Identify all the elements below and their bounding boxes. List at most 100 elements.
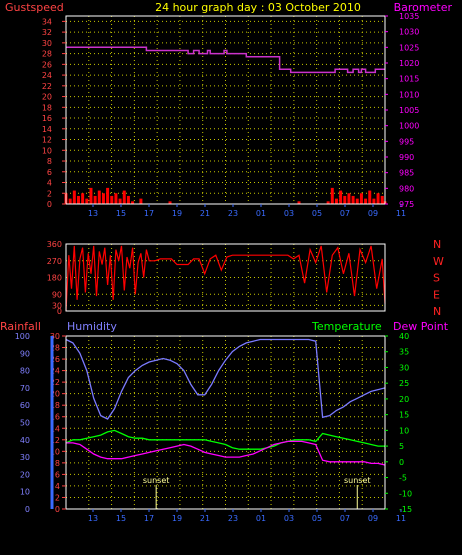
direction-axis-label: 270 xyxy=(47,257,62,266)
barometer-title: Barometer xyxy=(394,1,453,14)
time-label: 01 xyxy=(256,514,266,523)
baro-axis-label: 1030 xyxy=(399,28,419,37)
time-label: 05 xyxy=(312,209,322,218)
rain-axis-label: 10 xyxy=(50,447,60,456)
baro-axis-label: 1025 xyxy=(399,43,419,52)
baro-axis-label: 975 xyxy=(399,200,414,209)
dew-point-line xyxy=(66,440,386,466)
time-label: 19 xyxy=(172,209,182,218)
temperature-line xyxy=(65,429,385,450)
gust-bar xyxy=(114,193,118,204)
gust-axis-label: 10 xyxy=(42,146,52,155)
humidity-axis-label: 60 xyxy=(20,401,30,410)
temp-axis-label: 15 xyxy=(399,411,409,420)
sunset-label: sunset xyxy=(344,476,371,485)
humidity-axis-label: 0 xyxy=(25,505,30,514)
humidity-line xyxy=(65,338,386,420)
rain-axis-label: 26 xyxy=(50,355,60,364)
temp-axis-label: 5 xyxy=(399,442,404,451)
time-label: 23 xyxy=(228,209,238,218)
temp-axis-label: 40 xyxy=(399,332,409,341)
rain-axis-label: 20 xyxy=(50,390,60,399)
baro-axis-label: 1035 xyxy=(399,12,419,21)
gust-bar xyxy=(139,198,143,204)
humidity-axis-label: 20 xyxy=(20,470,30,479)
time-label: 01 xyxy=(256,209,266,218)
gust-axis-label: 6 xyxy=(47,168,52,177)
rain-axis-label: 12 xyxy=(50,436,60,445)
baro-axis-label: 1005 xyxy=(399,106,419,115)
gust-axis-label: 14 xyxy=(42,125,52,134)
gust-bar xyxy=(118,198,122,204)
temp-axis-label: 20 xyxy=(399,395,409,404)
humidity-axis-label: 30 xyxy=(20,453,30,462)
temp-axis-label: 30 xyxy=(399,363,409,372)
temp-axis-label: 25 xyxy=(399,379,409,388)
time-label: 09 xyxy=(368,209,378,218)
time-label: 03 xyxy=(284,209,294,218)
gust-bar xyxy=(359,193,363,204)
gust-axis-label: 4 xyxy=(47,179,52,188)
temp-axis-label: 10 xyxy=(399,426,409,435)
barometer-line xyxy=(66,46,385,74)
sunset-label: sunset xyxy=(143,476,170,485)
gust-bar xyxy=(76,195,80,204)
compass-label: N xyxy=(433,305,441,318)
temp-axis-label: 0 xyxy=(399,458,404,467)
time-label: 13 xyxy=(88,514,98,523)
dewpoint-title: Dew Point xyxy=(393,320,449,333)
time-label: 13 xyxy=(88,209,98,218)
gust-bar xyxy=(101,193,105,204)
rain-axis-label: 0 xyxy=(55,505,60,514)
gust-bar xyxy=(297,201,301,204)
compass-label: W xyxy=(433,255,444,268)
rain-axis-label: 18 xyxy=(50,401,60,410)
humidity-axis-label: 80 xyxy=(20,367,30,376)
humidity-axis-label: 100 xyxy=(15,332,30,341)
temperature-title: Temperature xyxy=(311,320,382,333)
compass-label: N xyxy=(433,238,441,251)
humidity-axis-label: 70 xyxy=(20,384,30,393)
gust-bar xyxy=(110,195,114,204)
gust-bar xyxy=(326,201,330,204)
rain-axis-label: 16 xyxy=(50,413,60,422)
rain-axis-label: 14 xyxy=(50,424,60,433)
gust-axis-label: 16 xyxy=(42,114,52,123)
direction-axis-label: 360 xyxy=(47,240,62,249)
gust-bar xyxy=(81,193,85,204)
gust-bar xyxy=(168,201,172,204)
graph-title: 24 hour graph day : 03 October 2010 xyxy=(155,1,361,14)
temp-axis-label: -10 xyxy=(399,489,412,498)
temp-axis-label: 35 xyxy=(399,348,409,357)
direction-axis-label: 30 xyxy=(52,301,62,310)
baro-axis-label: 990 xyxy=(399,153,414,162)
gust-bar xyxy=(347,193,351,204)
time-label: 03 xyxy=(284,514,294,523)
gust-axis-label: 30 xyxy=(42,39,52,48)
gust-bar xyxy=(355,198,359,204)
humidity-axis-label: 90 xyxy=(20,349,30,358)
compass-label: E xyxy=(433,288,440,301)
gust-bar xyxy=(72,190,76,204)
baro-axis-label: 1010 xyxy=(399,90,419,99)
time-label: 17 xyxy=(144,514,154,523)
compass-label: S xyxy=(433,272,440,285)
gust-bar xyxy=(343,195,347,204)
time-label: 23 xyxy=(228,514,238,523)
time-label: 11 xyxy=(396,209,406,218)
time-label: 05 xyxy=(312,514,322,523)
rain-axis-label: 4 xyxy=(55,482,60,491)
rain-axis-label: 24 xyxy=(50,367,60,376)
gust-axis-label: 24 xyxy=(42,71,52,80)
humidity-axis-label: 10 xyxy=(20,488,30,497)
gust-bar xyxy=(97,190,101,204)
baro-axis-label: 1000 xyxy=(399,122,419,131)
temp-axis-label: -15 xyxy=(399,505,412,514)
rain-axis-label: 28 xyxy=(50,344,60,353)
gust-bar xyxy=(122,190,126,204)
gust-bar xyxy=(106,187,110,204)
rain-axis-label: 6 xyxy=(55,470,60,479)
baro-axis-label: 1015 xyxy=(399,75,419,84)
gust-bar xyxy=(364,198,368,204)
baro-axis-label: 995 xyxy=(399,137,414,146)
